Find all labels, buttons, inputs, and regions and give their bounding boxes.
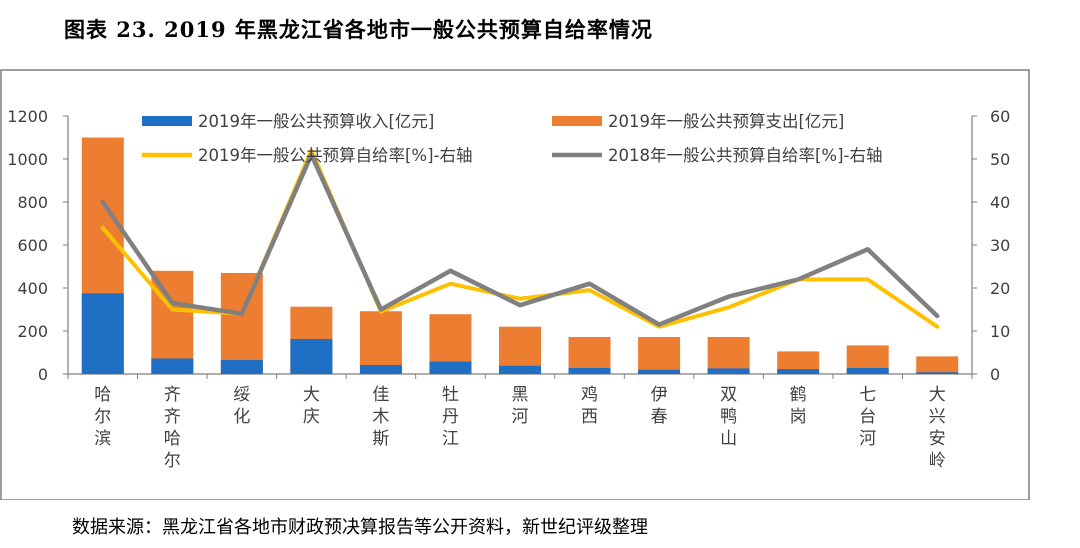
right-tick-label: 40 [990,193,1010,212]
point-2019-self-sufficiency [101,226,105,230]
right-tick-label: 50 [990,150,1010,169]
chart-frame [0,69,1030,500]
point-2018-self-sufficiency [309,153,313,157]
chart: 0 200 400 600 800 1000 1200 0 10 20 30 40 50 60 哈尔滨 齐齐哈… [0,69,1030,500]
figure-source: 数据来源：黑龙江省各地市财政预决算报告等公开资料，新世纪评级整理 [72,517,648,538]
category-label: 大兴安岭 [929,385,946,471]
point-2018-self-sufficiency [170,301,174,305]
bar-revenue [359,364,402,374]
point-2018-self-sufficiency [448,269,453,273]
left-tick-label: 600 [17,236,48,255]
left-tick-label: 400 [17,279,48,298]
bar-revenue [290,338,333,374]
point-2018-self-sufficiency [866,247,870,251]
point-2019-self-sufficiency [170,307,174,312]
point-2018-self-sufficiency [796,277,800,281]
left-tick-label: 0 [38,365,48,384]
right-tick-label: 10 [990,322,1010,341]
point-2019-self-sufficiency [448,282,453,286]
category-label: 双鸭山 [720,385,737,449]
point-2018-self-sufficiency [379,307,383,312]
right-tick-label: 60 [990,107,1010,126]
bar-expenditure [707,337,750,374]
lines [100,148,940,329]
legend-swatch [142,116,192,126]
right-tick-label: 0 [990,365,1000,384]
bar-expenditure [568,337,611,374]
category-label: 七台河 [859,385,876,449]
left-tick-label: 1000 [7,150,48,169]
bar-revenue [846,367,889,374]
point-2018-self-sufficiency [727,295,731,299]
right-tick-label: 20 [990,279,1010,298]
category-label: 齐齐哈尔 [164,385,181,471]
bar-expenditure [359,311,402,374]
category-label: 佳木斯 [372,385,389,449]
legend-label: 2019年一般公共预算收入[亿元] [198,112,434,131]
point-2018-self-sufficiency [518,303,522,307]
bar-expenditure [220,272,263,374]
bar-revenue [638,369,681,374]
category-label: 伊春 [651,385,668,427]
point-2018-self-sufficiency [101,200,105,204]
right-tick-label: 30 [990,236,1010,255]
category-label: 绥化 [233,385,250,427]
point-2018-self-sufficiency [587,282,592,286]
bar-revenue [916,372,959,374]
bar-revenue [220,360,263,374]
figure-title: 图表 23. 2019 年黑龙江省各地市一般公共预算自给率情况 [64,17,653,42]
point-2019-self-sufficiency [309,148,313,152]
bar-revenue [151,358,194,374]
bar-revenue [568,367,611,374]
left-tick-label: 200 [17,322,48,341]
point-2019-self-sufficiency [866,277,870,281]
category-label: 哈尔滨 [94,385,111,449]
point-2019-self-sufficiency [518,297,522,301]
point-2019-self-sufficiency [935,325,939,329]
point-2019-self-sufficiency [587,288,592,292]
bar-revenue [777,369,820,374]
bar-revenue [81,293,124,374]
point-2018-self-sufficiency [657,322,661,327]
legend-swatch [552,116,602,126]
legend: 2019年一般公共预算收入[亿元] 2019年一般公共预算支出[亿元] 2019年一… [142,112,883,165]
bar-expenditure [916,356,959,374]
point-2018-self-sufficiency [935,314,939,318]
point-2018-self-sufficiency [240,312,244,316]
category-label: 牡丹江 [442,385,459,449]
bar-revenue [707,368,750,374]
category-label: 鸡西 [581,385,598,427]
bar-expenditure [777,351,820,374]
category-label: 鹤岗 [790,385,807,427]
left-tick-label: 800 [17,193,48,212]
axes: 0 200 400 600 800 1000 1200 0 10 20 30 40 50 60 哈尔滨 齐齐哈… [7,107,1010,471]
category-label: 黑河 [512,385,529,427]
bar-revenue [429,361,472,374]
category-label: 大庆 [303,385,320,427]
point-2019-self-sufficiency [727,305,731,309]
bar-expenditure [638,337,681,374]
legend-label: 2019年一般公共预算支出[亿元] [608,112,844,131]
legend-label: 2018年一般公共预算自给率[%]-右轴 [608,146,883,165]
left-tick-label: 1200 [7,107,48,126]
bar-expenditure [151,270,194,374]
legend-label: 2019年一般公共预算自给率[%]-右轴 [198,146,473,165]
bar-revenue [499,365,541,374]
bars [81,137,959,374]
